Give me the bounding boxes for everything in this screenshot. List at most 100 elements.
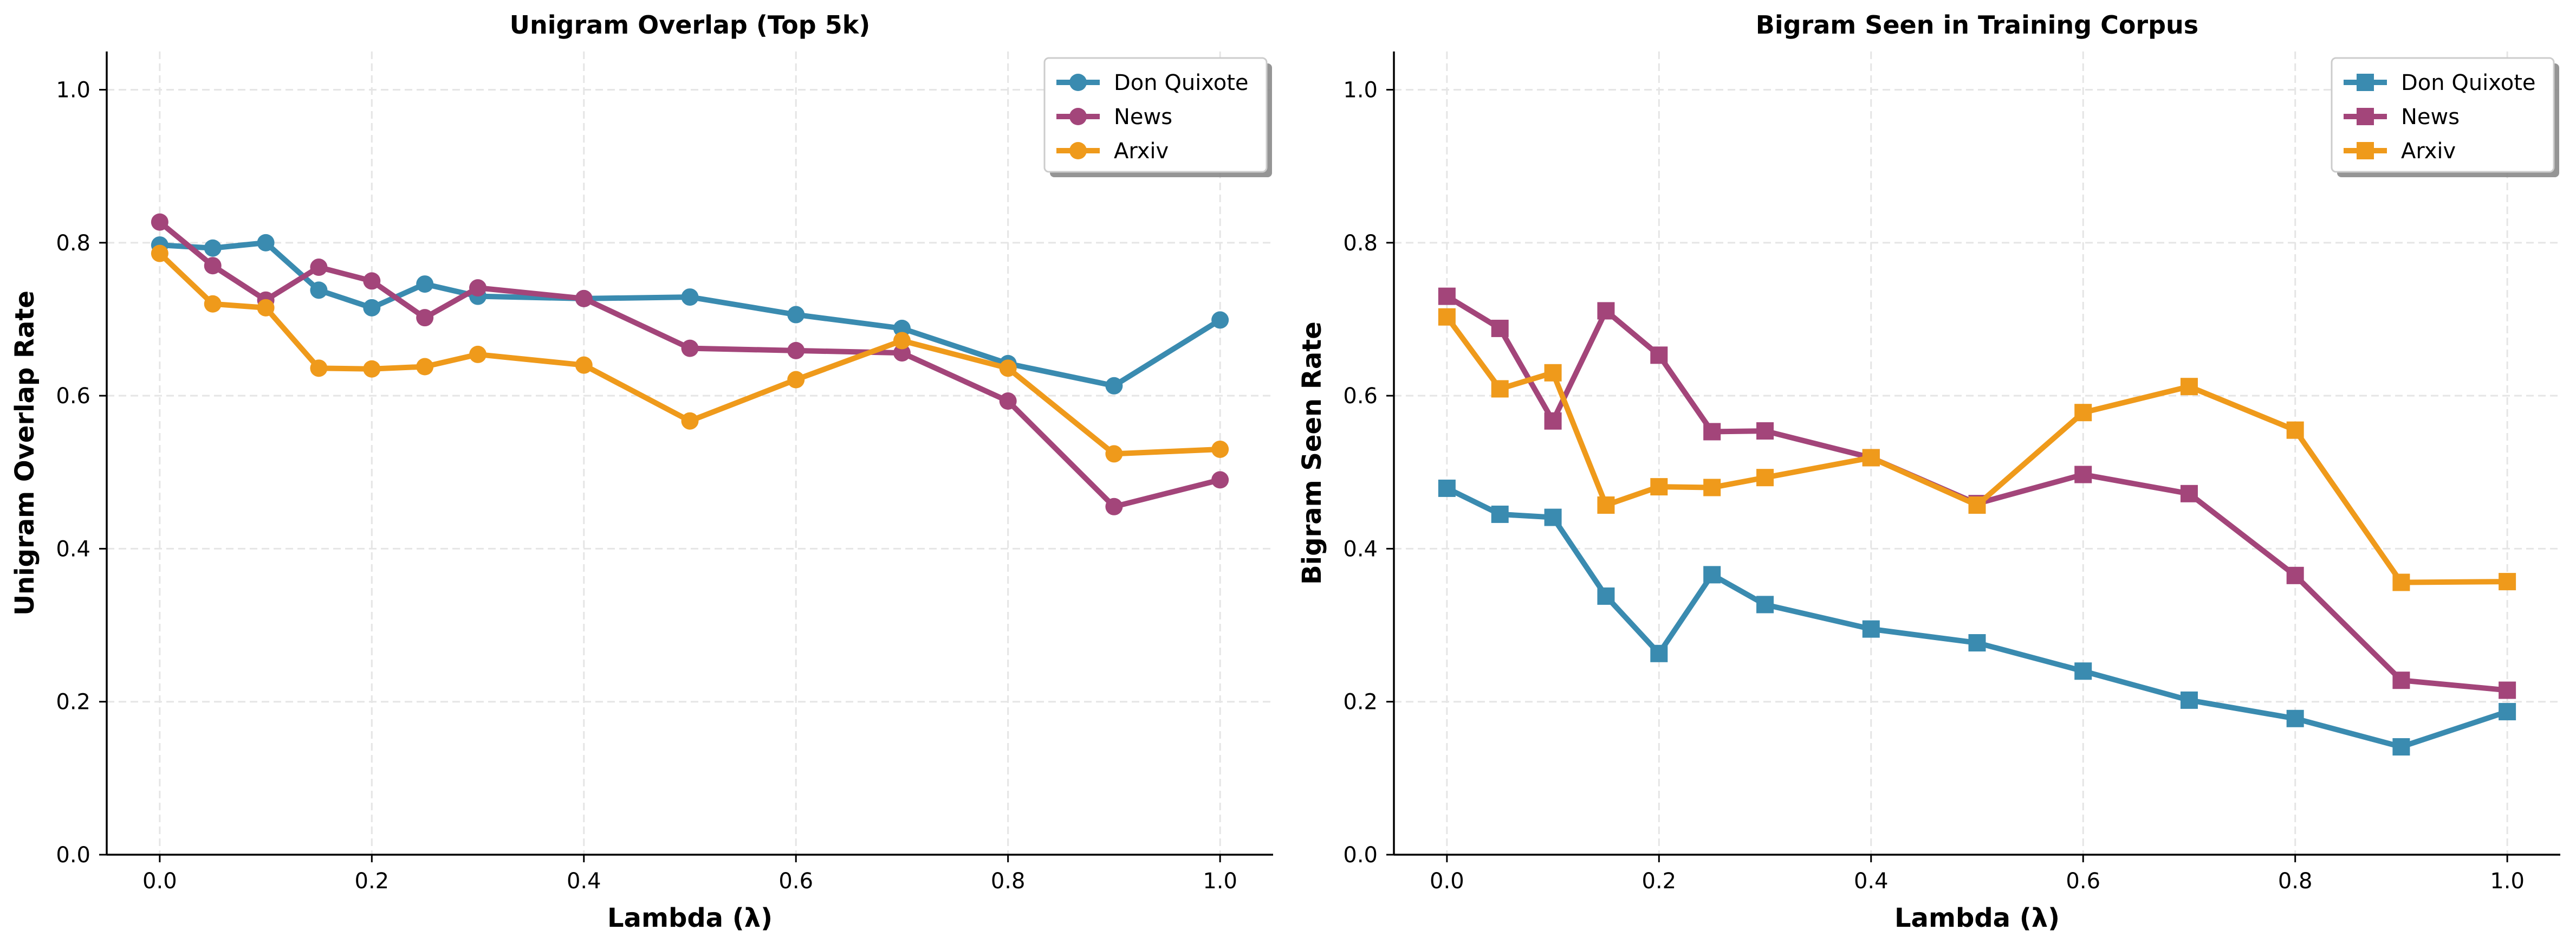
series-line-arxiv	[157, 250, 1223, 457]
legend-label-news: News	[2401, 105, 2460, 130]
y-tick-label: 1.0	[1343, 78, 1378, 103]
data-point-don-quixote	[257, 234, 275, 251]
data-point-don-quixote	[893, 319, 911, 337]
data-point-don-quixote	[2180, 691, 2198, 709]
data-point-arxiv	[787, 371, 805, 389]
data-point-don-quixote	[787, 306, 805, 324]
data-point-arxiv	[1756, 469, 1774, 487]
x-tick-label: 0.8	[2278, 869, 2313, 894]
data-point-arxiv	[1211, 440, 1229, 458]
data-point-news	[416, 309, 434, 327]
data-point-don-quixote	[2286, 709, 2304, 727]
legend-label-arxiv: Arxiv	[1114, 139, 1169, 164]
legend-label-don-quixote: Don Quixote	[2401, 70, 2536, 95]
data-point-don-quixote	[1211, 311, 1229, 329]
x-tick-label: 1.0	[1203, 869, 1237, 894]
series-arxiv	[1438, 308, 2516, 591]
data-point-arxiv	[2074, 404, 2092, 422]
y-tick-label: 0.0	[1343, 843, 1378, 868]
data-point-arxiv	[575, 356, 593, 374]
data-point-news	[681, 339, 699, 357]
legend-label-arxiv: Arxiv	[2401, 139, 2456, 164]
y-tick-label: 1.0	[56, 78, 90, 103]
data-point-news	[1211, 471, 1229, 489]
data-point-news	[1703, 423, 1721, 441]
data-point-don-quixote	[2074, 662, 2092, 680]
series-don-quixote	[1438, 479, 2516, 756]
x-tick-label: 0.0	[142, 869, 177, 894]
data-point-don-quixote	[1703, 566, 1721, 584]
data-point-don-quixote	[204, 239, 222, 257]
data-point-arxiv	[1438, 308, 1456, 326]
data-point-news	[1597, 302, 1615, 320]
data-point-news	[151, 213, 168, 231]
series-line-news	[1444, 293, 2510, 693]
data-point-news	[363, 272, 381, 290]
data-point-arxiv	[2499, 573, 2516, 591]
x-tick-label: 0.2	[355, 869, 390, 894]
data-point-news	[2499, 681, 2516, 699]
data-point-don-quixote	[1597, 587, 1615, 605]
data-point-arxiv	[2286, 421, 2304, 439]
data-point-arxiv	[1703, 479, 1721, 496]
data-point-arxiv	[151, 244, 168, 262]
y-axis-label: Unigram Overlap Rate	[10, 290, 40, 616]
legend-label-don-quixote: Don Quixote	[1114, 70, 1249, 95]
data-point-arxiv	[416, 358, 434, 376]
data-point-arxiv	[310, 359, 328, 377]
y-axis-label: Bigram Seen Rate	[1297, 321, 1327, 585]
data-point-don-quixote	[1491, 505, 1509, 523]
chart-title: Unigram Overlap (Top 5k)	[510, 10, 871, 40]
data-point-arxiv	[204, 295, 222, 313]
series-news	[151, 213, 1229, 515]
data-point-don-quixote	[681, 288, 699, 306]
data-point-don-quixote	[2499, 703, 2516, 721]
data-point-news	[893, 344, 911, 362]
y-tick-label: 0.6	[1343, 384, 1378, 409]
x-axis-label: Lambda (λ)	[1894, 903, 2060, 933]
legend-marker-news	[2357, 108, 2374, 125]
data-point-arxiv	[1544, 364, 1562, 382]
legend-marker-arxiv	[1069, 142, 1087, 159]
y-tick-label: 0.8	[1343, 231, 1378, 256]
legend-marker-news	[1069, 108, 1087, 125]
series-arxiv	[151, 244, 1229, 463]
y-tick-label: 0.4	[1343, 537, 1378, 561]
x-tick-label: 0.4	[1854, 869, 1889, 894]
series-line-news	[157, 219, 1223, 509]
data-point-news	[787, 341, 805, 359]
data-point-arxiv	[2180, 378, 2198, 396]
data-point-don-quixote	[416, 275, 434, 293]
data-point-arxiv	[1862, 449, 1880, 467]
data-point-arxiv	[1597, 496, 1615, 514]
data-point-arxiv	[1650, 478, 1668, 496]
legend-marker-arxiv	[2357, 142, 2374, 159]
data-point-arxiv	[469, 345, 487, 363]
data-point-don-quixote	[1650, 644, 1668, 662]
x-tick-label: 0.6	[778, 869, 813, 894]
series-line-don-quixote	[1444, 485, 2510, 750]
legend-marker-don-quixote	[2357, 74, 2374, 91]
data-point-don-quixote	[1968, 634, 1986, 652]
data-point-news	[575, 289, 593, 307]
y-tick-label: 0.0	[56, 843, 90, 868]
data-point-don-quixote	[363, 299, 381, 317]
chart-title: Bigram Seen in Training Corpus	[1756, 10, 2198, 40]
data-point-don-quixote	[1544, 508, 1562, 526]
left-panel: 0.0 0.2 0.4 0.6 0.8 1.0 0.0 0.2 0.4 0.6 0.8 1.0 Unig…	[10, 10, 1273, 933]
data-point-news	[1756, 422, 1774, 440]
data-point-don-quixote	[1862, 620, 1880, 638]
x-tick-label: 0.6	[2066, 869, 2100, 894]
data-point-news	[204, 257, 222, 275]
legend-box	[1043, 57, 1268, 173]
legend-box	[2331, 57, 2555, 173]
data-point-news	[2286, 566, 2304, 584]
series-line-don-quixote	[157, 240, 1223, 389]
data-point-news	[2074, 466, 2092, 483]
data-point-news	[1491, 319, 1509, 337]
data-point-news	[2392, 672, 2410, 689]
data-point-arxiv	[893, 332, 911, 350]
y-tick-label: 0.6	[56, 384, 90, 409]
series-line-arxiv	[1444, 314, 2510, 585]
